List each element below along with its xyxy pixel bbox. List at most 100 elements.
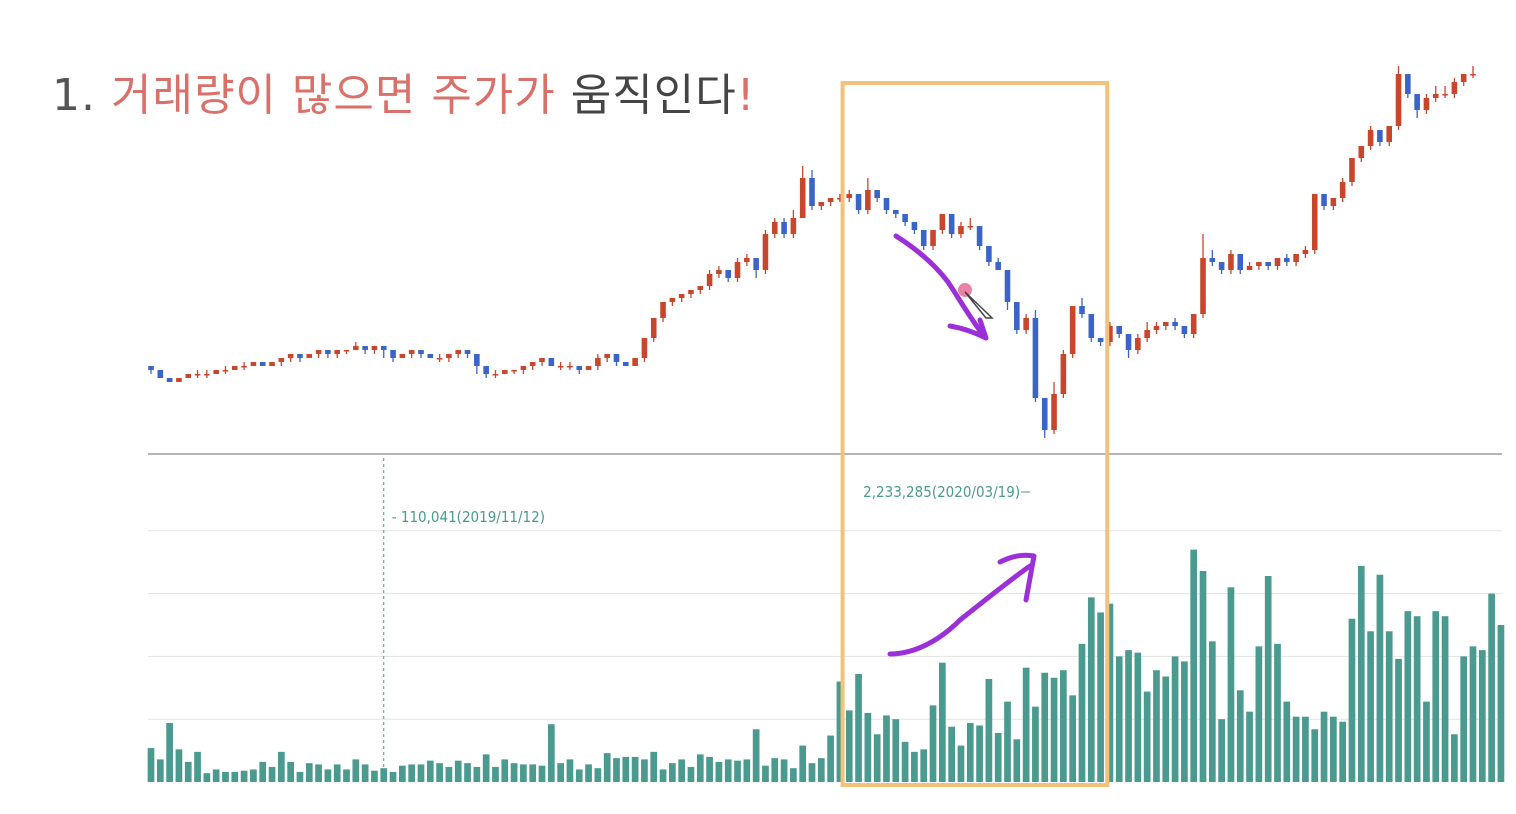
candle-body [604,354,610,358]
volume-bar [836,681,844,782]
volume-bar [1022,667,1030,782]
candle-body [855,194,862,210]
volume-bar [566,759,574,782]
volume-bar [985,679,993,782]
volume-bar [920,749,928,782]
candle-body [781,222,787,234]
candle-body [1265,262,1271,266]
volume-bar [1069,695,1077,782]
volume-bar [510,763,518,782]
volume-bar [380,768,388,782]
candle-body [455,350,462,354]
candle-body [613,354,620,362]
candle-body [176,378,182,382]
volume-bar [752,729,760,782]
volume-bar [734,760,741,782]
candle-body [809,178,815,206]
volume-bar [1013,739,1021,782]
candle-body [1284,258,1290,262]
volume-bar [929,705,937,782]
candle-body [706,274,713,286]
candle-body [818,202,825,206]
volume-bar [324,769,332,782]
volume-bar [1218,719,1225,782]
volume-bar [864,712,872,782]
candle-body [1069,306,1076,354]
candle-body [1367,130,1374,146]
volume-bar [575,769,583,782]
volume-bar [1441,616,1449,782]
candle-body [1218,262,1225,270]
candle-body [1014,302,1020,330]
candle-body [753,258,759,270]
candle-body [697,286,704,290]
volume-bar [827,735,834,782]
volume-bar [1199,570,1207,782]
candle-body [1209,258,1216,262]
candle-body [148,366,154,370]
volume-bar [957,745,965,782]
volume-bar [1274,643,1281,782]
candle-body [204,374,210,376]
volume-bar [696,754,704,782]
candle-body [464,350,471,354]
candle-body [920,230,927,246]
volume-bar [222,771,229,782]
candle-body [231,366,238,370]
volume-bar [1246,711,1253,782]
candle-body [1060,354,1067,394]
volume-bar [817,758,825,782]
volume-bar [1236,690,1244,782]
candle-body [390,350,396,358]
candle-body [827,198,834,202]
candle-body [967,226,974,228]
candle-body [315,350,322,354]
volume-bar [808,763,816,782]
volume-bar [1497,625,1505,782]
candle-body [269,362,275,366]
volume-bar [687,766,695,782]
volume-bar [790,768,797,782]
volume-bar [1264,576,1272,782]
volume-bar [1097,612,1104,782]
candle-body [520,366,527,370]
candle-body [1414,94,1420,110]
volume-bar [557,763,564,782]
candle-body [883,198,890,210]
price-candles [148,66,1476,438]
up-arrow-annotation [887,552,1037,657]
volume-bar [883,715,890,782]
candle-body [1386,126,1393,142]
volume-bar [147,748,155,782]
volume-bar [743,759,751,782]
volume-bar [231,771,239,782]
volume-bar [1451,734,1458,782]
candle-body [1181,326,1188,334]
volume-bar [855,673,862,782]
volume-bar [994,733,1002,782]
candle-body [474,354,480,366]
volume-bar [762,765,769,782]
candle-body [1451,82,1458,94]
candle-body [1172,322,1178,326]
volume-bar [678,759,686,782]
candle-body [874,190,880,198]
volume-bar [1367,631,1374,782]
candle-body [948,214,955,234]
volume-bar [1134,652,1142,782]
candle-body [958,226,964,234]
volume-bar [1143,691,1151,782]
volume-bar [715,761,723,782]
volume-bar [389,771,397,782]
volume-bar [976,725,983,782]
candle-body [678,294,685,298]
candle-body [976,226,983,246]
volume-bar [1208,641,1216,782]
title-number: 1. [52,70,96,121]
candle-body [1004,270,1011,302]
volume-bar [1339,721,1347,782]
volume-bar [203,773,211,782]
candle-body [892,210,899,214]
candle-body [1423,98,1430,110]
candle-body [799,178,806,218]
